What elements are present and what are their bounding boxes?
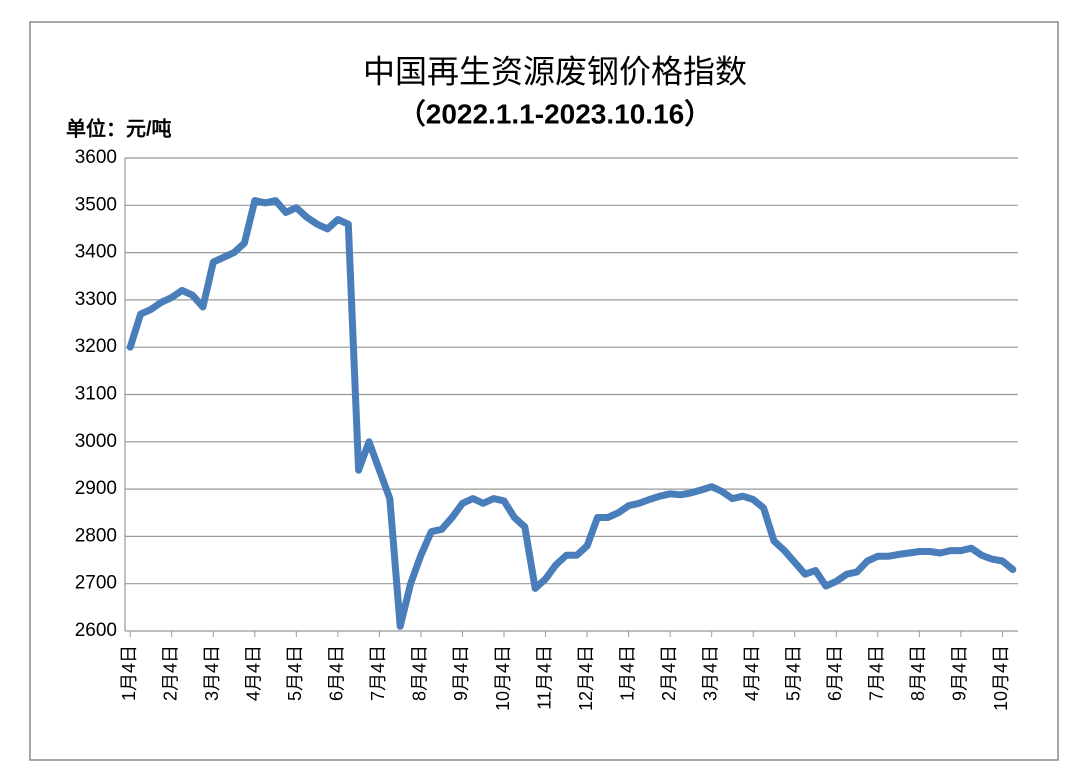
x-tick-label: 7月4日 (368, 645, 388, 701)
chart-title: 中国再生资源废钢价格指数 (363, 53, 747, 89)
y-tick-label: 3200 (75, 336, 117, 357)
y-tick-label: 2900 (75, 478, 117, 499)
chart-border (29, 21, 1059, 761)
x-tick-label: 6月4日 (327, 645, 347, 701)
data-line (126, 197, 1017, 630)
y-axis-label: 单位：元/吨 (66, 116, 172, 140)
y-tick-label: 3000 (75, 431, 117, 452)
x-tick-label: 4月4日 (244, 645, 264, 701)
y-tick-label: 3300 (75, 289, 117, 310)
x-tick-label: 9月4日 (950, 645, 970, 701)
x-tick-label: 7月4日 (867, 645, 887, 701)
chart-subtitle: （2022.1.1-2023.10.16） (398, 97, 712, 129)
x-tick-label: 12月4日 (576, 645, 596, 711)
y-tick-label: 2700 (75, 573, 117, 594)
x-tick-label: 10月4日 (493, 645, 513, 711)
x-tick-label: 10月4日 (991, 645, 1011, 711)
y-tick-label: 2800 (75, 525, 117, 546)
x-tick-label: 3月4日 (202, 645, 222, 701)
x-tick-label: 4月4日 (742, 645, 762, 701)
y-tick-label: 3600 (75, 147, 117, 168)
x-tick-label: 1月4日 (617, 645, 637, 701)
x-tick-label: 2月4日 (659, 645, 679, 701)
x-tick-label: 5月4日 (784, 645, 804, 701)
x-tick-label: 9月4日 (451, 645, 471, 701)
x-tick-label: 2月4日 (160, 645, 180, 701)
y-tick-label: 3400 (75, 242, 117, 263)
x-tick-label: 11月4日 (534, 645, 554, 710)
y-tick-label: 2600 (75, 620, 117, 641)
x-tick-label: 8月4日 (410, 645, 430, 701)
x-tick-label: 5月4日 (285, 645, 305, 701)
y-tick-label: 3100 (75, 384, 117, 405)
x-tick-label: 6月4日 (825, 645, 845, 701)
x-tick-label: 8月4日 (908, 645, 928, 701)
x-tick-label: 3月4日 (700, 645, 720, 701)
y-tick-label: 3500 (75, 194, 117, 215)
x-tick-label: 1月4日 (119, 645, 139, 701)
